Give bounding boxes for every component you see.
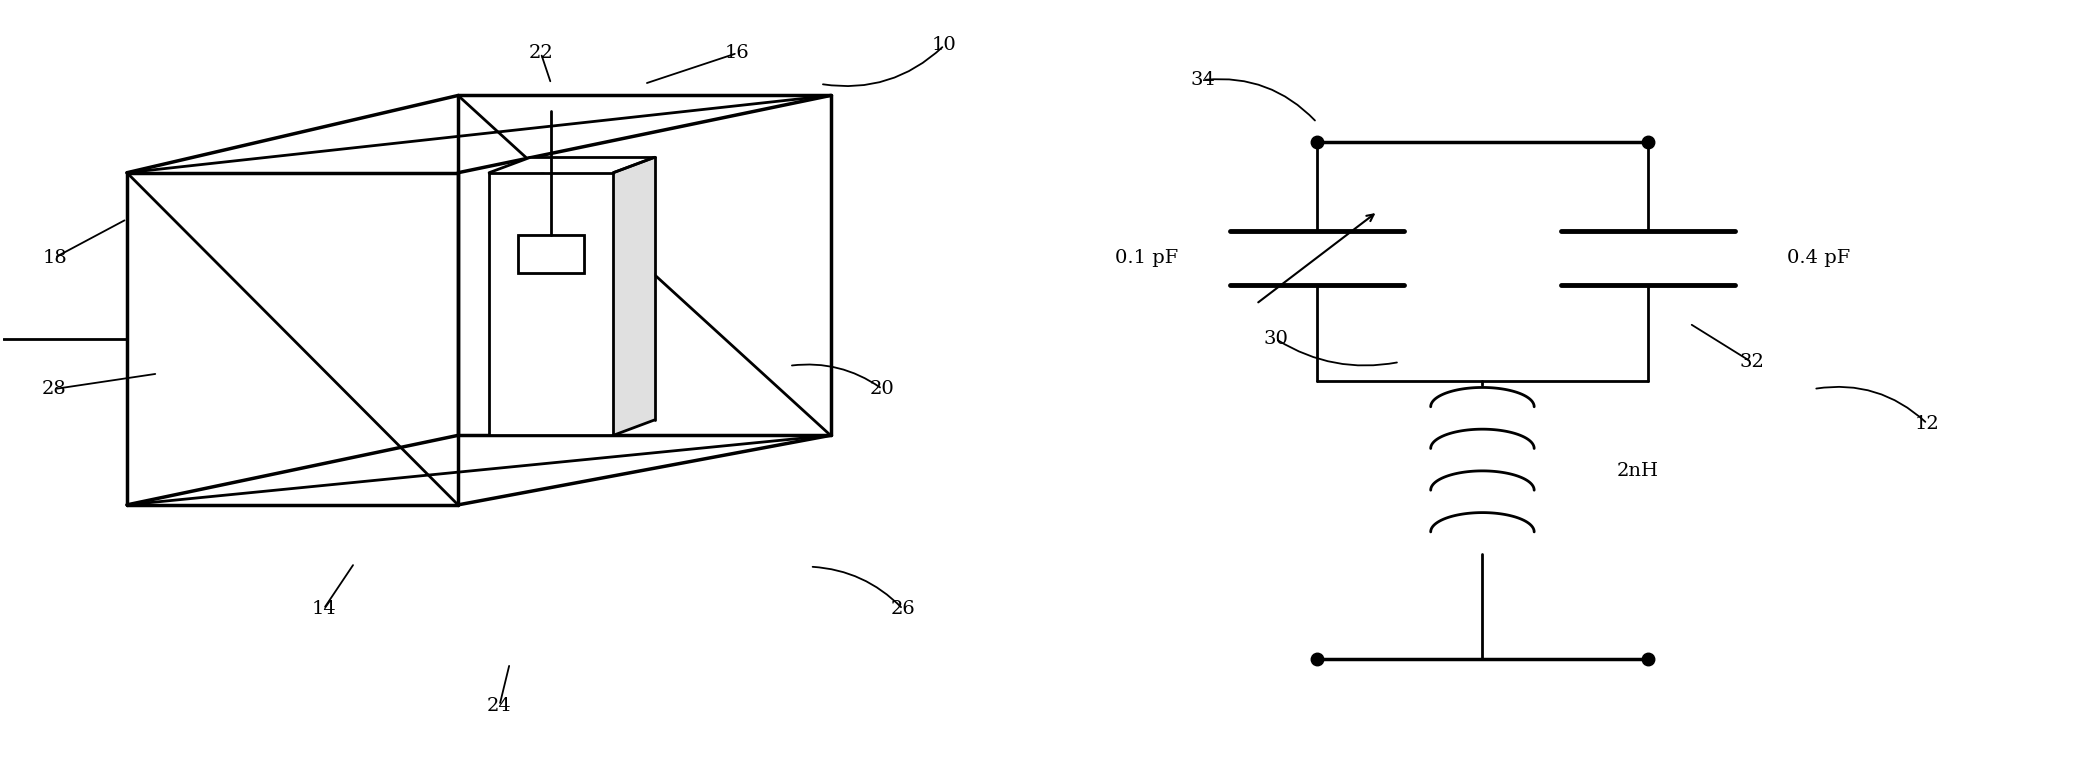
Polygon shape <box>459 96 830 436</box>
Text: 0.4 pF: 0.4 pF <box>1787 249 1851 267</box>
Polygon shape <box>519 234 585 273</box>
Text: 32: 32 <box>1739 353 1764 371</box>
Text: 22: 22 <box>529 44 554 62</box>
Polygon shape <box>127 436 830 505</box>
Text: 20: 20 <box>869 380 894 398</box>
Text: 14: 14 <box>311 600 336 619</box>
Text: 2nH: 2nH <box>1616 462 1658 480</box>
Text: 28: 28 <box>42 380 66 398</box>
Text: 24: 24 <box>488 697 513 715</box>
Polygon shape <box>127 96 459 173</box>
Polygon shape <box>127 96 830 173</box>
Text: 0.1 pF: 0.1 pF <box>1114 249 1179 267</box>
Text: 34: 34 <box>1191 71 1216 89</box>
Polygon shape <box>519 234 585 273</box>
Text: 18: 18 <box>42 249 66 267</box>
Text: 12: 12 <box>1915 415 1940 433</box>
Polygon shape <box>614 157 654 436</box>
Polygon shape <box>127 173 459 505</box>
Text: 30: 30 <box>1264 330 1289 348</box>
Text: 10: 10 <box>932 37 957 54</box>
Polygon shape <box>490 173 614 436</box>
Polygon shape <box>459 96 830 505</box>
Text: 16: 16 <box>724 44 749 62</box>
Text: 26: 26 <box>890 600 915 619</box>
Polygon shape <box>490 157 654 173</box>
